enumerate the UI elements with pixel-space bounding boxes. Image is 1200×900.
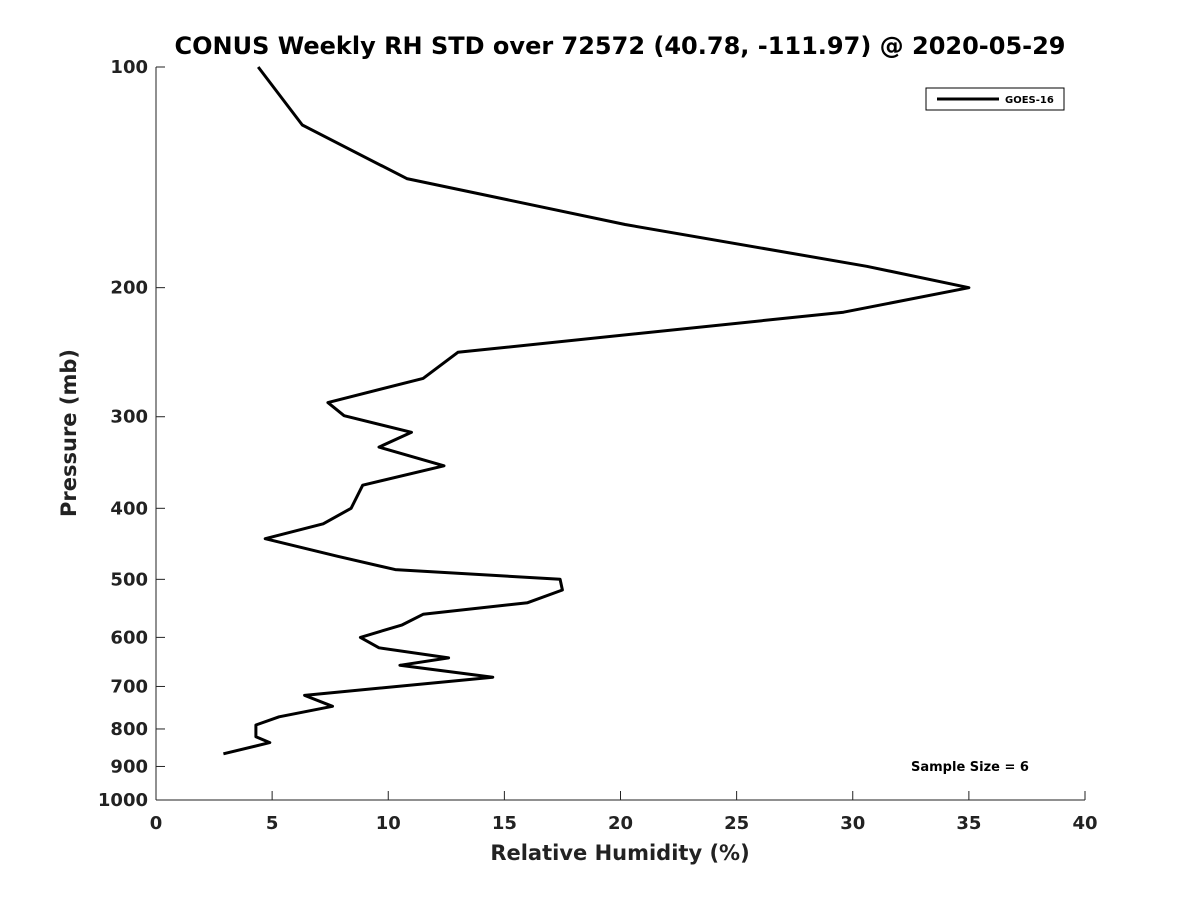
y-tick-label: 300 [110,407,148,428]
chart-title: CONUS Weekly RH STD over 72572 (40.78, -… [174,32,1065,60]
y-tick-label: 900 [110,756,148,777]
y-tick-label: 100 [110,57,148,78]
x-tick-label: 25 [724,813,749,834]
x-axis-label: Relative Humidity (%) [490,841,749,865]
sample-size-annotation: Sample Size = 6 [911,760,1029,775]
y-axis-label: Pressure (mb) [57,349,81,517]
series-group [223,66,971,756]
legend: GOES-16 [925,87,1065,111]
x-ticks: 0 5 10 15 20 25 30 35 40 [150,791,1098,834]
x-tick-label: 5 [266,813,279,834]
legend-label-goes-16: GOES-16 [1005,95,1054,106]
y-tick-label: 600 [110,627,148,648]
x-tick-label: 0 [150,813,163,834]
y-ticks: 100 200 300 400 500 600 700 800 900 1000 [98,57,165,811]
y-tick-label: 700 [110,676,148,697]
x-tick-label: 15 [492,813,517,834]
x-tick-label: 40 [1072,813,1097,834]
y-tick-label: 200 [110,278,148,299]
x-tick-label: 10 [376,813,401,834]
y-tick-label: 500 [110,569,148,590]
y-tick-label: 400 [110,498,148,519]
x-tick-label: 20 [608,813,633,834]
y-tick-label: 800 [110,719,148,740]
x-tick-label: 30 [840,813,865,834]
series-line-goes-16 [223,66,971,756]
x-tick-label: 35 [956,813,981,834]
y-tick-label: 1000 [98,790,148,811]
plot-area: 0 5 10 15 20 25 30 35 40 100 200 300 400 500 600 700 80… [98,57,1098,834]
